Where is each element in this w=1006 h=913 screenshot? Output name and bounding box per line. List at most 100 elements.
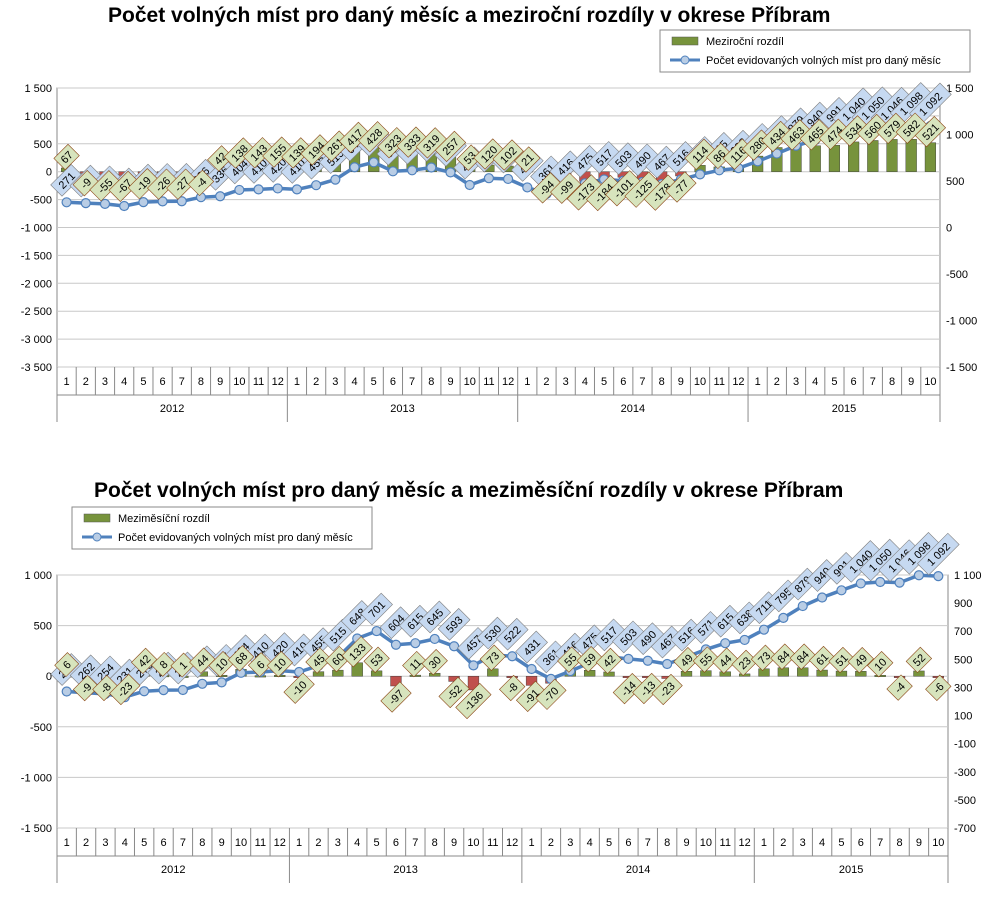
year-label: 2012 [161, 864, 185, 876]
month-label: 12 [506, 837, 518, 849]
month-label: 4 [587, 837, 593, 849]
bar-data-label-box [731, 649, 758, 677]
bar-data-label-box [108, 170, 140, 203]
line-marker [502, 173, 514, 185]
month-label: 8 [897, 837, 903, 849]
bar-data-label-box [247, 652, 273, 678]
month-label: 12 [272, 376, 284, 388]
line-marker [426, 162, 437, 173]
right-axis-tick-label: 500 [946, 176, 964, 188]
month-label: 9 [678, 376, 684, 388]
line-marker [752, 156, 763, 167]
line-marker [875, 576, 886, 588]
month-label: 3 [793, 376, 799, 388]
line-data-label-box [573, 624, 607, 658]
bar-data-label-box [706, 142, 733, 170]
bar-data-label: 61 [808, 645, 836, 673]
line-marker [330, 174, 341, 185]
line-marker [61, 197, 72, 208]
month-label: 5 [601, 376, 607, 388]
chart-2-title: Počet volných míst pro daný měsíc a mezi… [94, 479, 844, 502]
bar [680, 671, 693, 677]
bar-data-label: -6 [925, 674, 952, 701]
bar-data-label: -99 [550, 172, 582, 204]
bar-data-label-box [72, 674, 100, 702]
line-marker [429, 633, 440, 645]
line-data-label-box [805, 559, 839, 592]
bar-data-label-box [550, 172, 582, 204]
line-marker [778, 612, 789, 623]
bar-data-label-box [227, 645, 255, 672]
line-data-label-box [495, 617, 529, 651]
month-label: 6 [620, 376, 626, 388]
bar-data-label-box [421, 649, 448, 676]
bar-data-label-box [750, 644, 778, 671]
bar [700, 670, 712, 677]
bar-data-label: 42 [131, 647, 158, 675]
legend-box [71, 506, 373, 550]
month-label: 9 [908, 376, 914, 388]
month-label: 8 [428, 376, 434, 388]
bar-data-label-box [300, 134, 332, 166]
month-label: 6 [858, 837, 864, 849]
bar-data-label-box [324, 645, 352, 673]
bar-data-label-box [684, 138, 716, 170]
month-label: 10 [700, 837, 712, 849]
month-label: 2 [83, 376, 89, 388]
line-marker [623, 653, 634, 665]
line-marker [387, 166, 399, 177]
month-label: 8 [198, 376, 204, 388]
line-marker [216, 677, 227, 688]
month-label: 5 [374, 837, 380, 849]
line-marker [311, 180, 322, 191]
bar-data-label: 10 [266, 651, 293, 678]
month-label: 8 [659, 376, 665, 388]
bar-data-label: -4 [187, 169, 215, 197]
right-axis-tick-label: 1 000 [946, 130, 974, 142]
bar-data-label: 67 [53, 143, 80, 171]
month-label: 1 [524, 376, 530, 388]
line-data-label-box [398, 604, 432, 638]
bar-data-label: 49 [847, 647, 874, 674]
bar-data-label-box [857, 113, 889, 146]
bar-data-label: 10 [867, 651, 894, 678]
bar-data-label: -10 [283, 672, 315, 704]
month-label: 6 [160, 837, 166, 849]
bar-data-label-box [867, 651, 894, 678]
bar-data-label: 1 [170, 652, 196, 678]
right-axis-tick-label: -500 [946, 269, 968, 281]
bar-data-label-box [673, 647, 700, 674]
bar-data-label: 59 [576, 646, 603, 673]
bar-data-label-box [925, 674, 952, 701]
right-axis-tick-label: 1 500 [946, 83, 974, 95]
right-axis-tick-label: -100 [954, 739, 976, 751]
bar-data-label-box [207, 145, 234, 172]
month-label: 11 [720, 837, 731, 849]
line-marker [215, 191, 226, 202]
bar-data-label: 53 [363, 646, 390, 673]
bar-data-label: -23 [651, 673, 683, 706]
bar-data-label-box [338, 121, 371, 154]
bar-data-label-box [886, 674, 913, 701]
line-marker [272, 183, 283, 194]
line-marker [448, 641, 460, 652]
line-marker [197, 678, 208, 689]
left-axis-tick-label: 1 500 [24, 83, 52, 95]
line-data-label-box [340, 600, 374, 633]
bar-data-label-box [438, 676, 470, 709]
bar-data-label: 53 [456, 144, 483, 171]
bar-data-label: -9 [72, 170, 99, 197]
month-label: 2 [315, 837, 321, 849]
month-label: 11 [253, 376, 264, 388]
bar-data-label-box [281, 137, 313, 169]
left-axis-tick-label: -2 000 [21, 278, 52, 290]
bar-data-label: -8 [499, 674, 526, 702]
line-marker [410, 638, 421, 649]
bar-data-label-box [109, 673, 141, 706]
month-label: 9 [219, 837, 225, 849]
month-label: 3 [332, 376, 338, 388]
bar-data-label-box [770, 643, 797, 670]
line-data-label-box [418, 600, 452, 634]
month-label: 5 [141, 837, 147, 849]
month-label: 3 [563, 376, 569, 388]
